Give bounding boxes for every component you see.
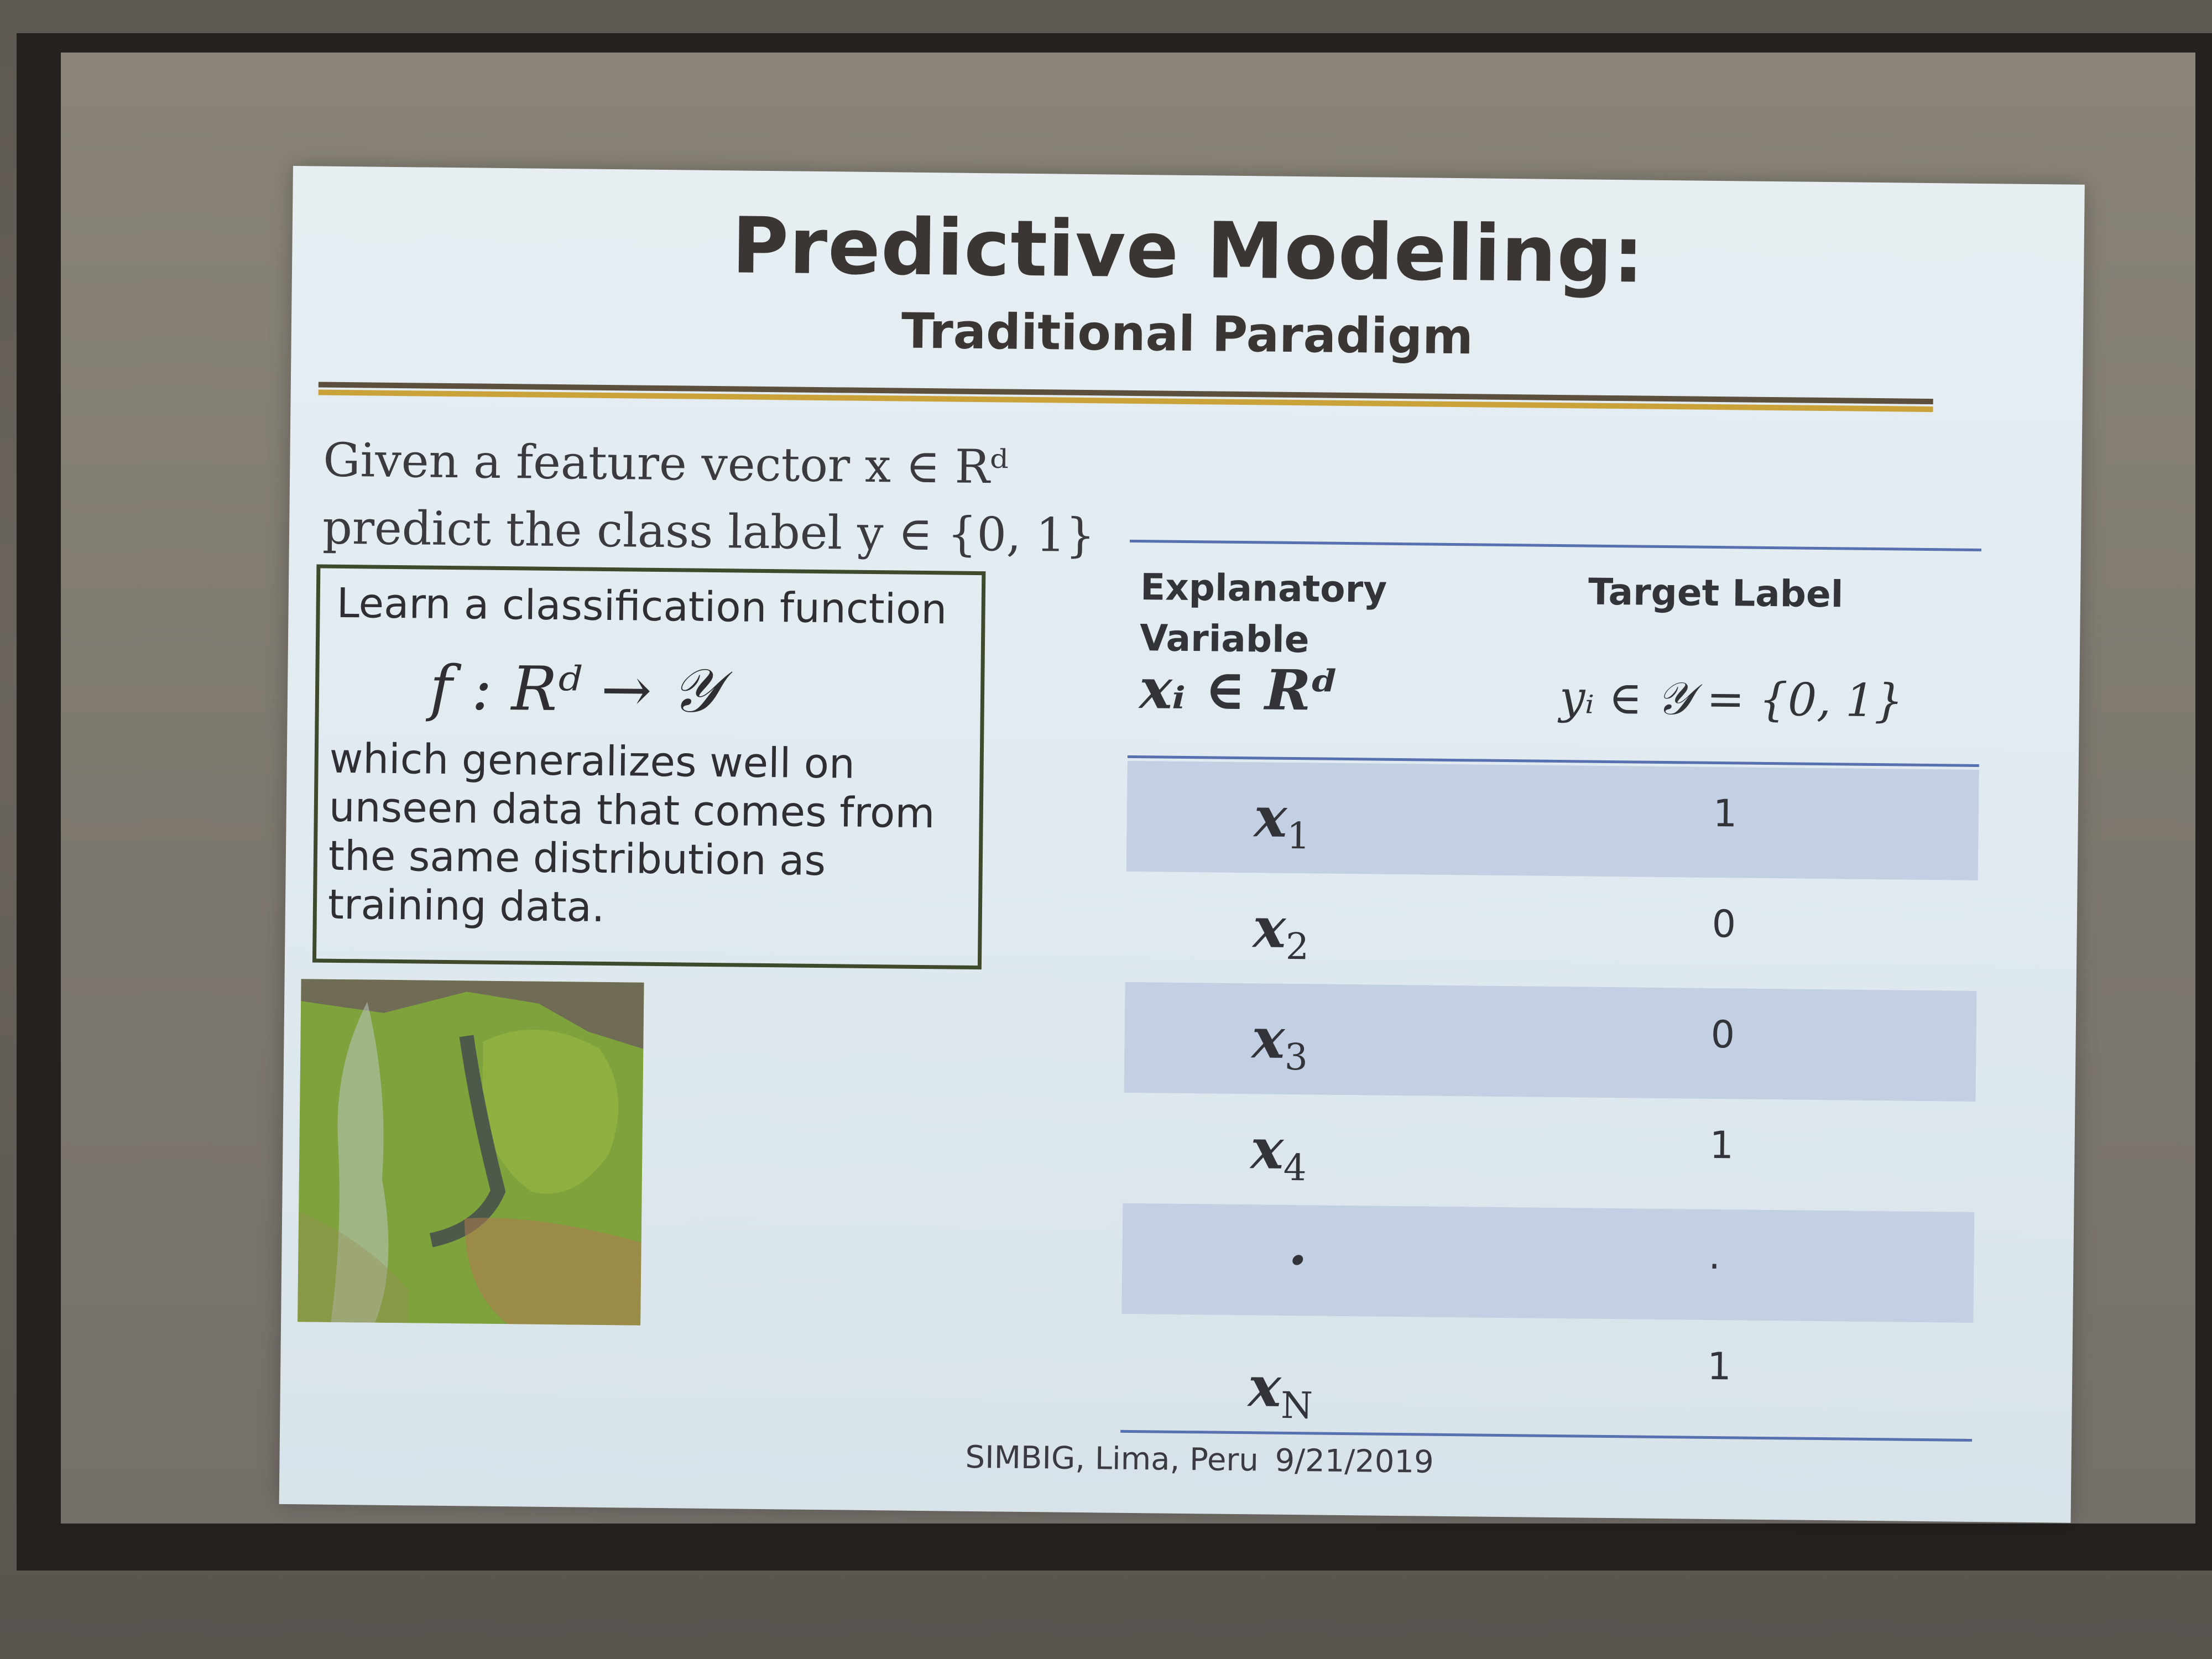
intro-text: Given a feature vector x ∈ Rᵈ predict th… [322,426,1109,570]
satellite-image-graphic [298,979,644,1326]
intro-line-1: Given a feature vector x ∈ Rᵈ [322,432,1009,494]
row-x: x2 [1253,895,1310,968]
footer-date: 9/21/2019 [1275,1442,1434,1480]
table-row: xN 1 [1120,1314,1973,1433]
row-x: x3 [1251,1005,1308,1079]
col1-header: Explanatory Variable [1140,562,1387,666]
function-formula: f : Rᵈ → 𝒴 [429,652,719,727]
table-row: x2 0 [1125,872,1978,991]
row-y: . [1708,1234,1721,1279]
row-x: xN [1248,1354,1313,1427]
slide-title: Predictive Modeling: [731,201,1645,301]
row-x: x1 [1254,784,1311,858]
table-row: x1 1 [1126,760,1979,880]
satellite-image [298,979,644,1326]
intro-line-2: predict the class label y ∈ {0, 1} [322,500,1095,563]
col2-header: Target Label [1588,570,1844,616]
footer-venue: SIMBIG, Lima, Peru [965,1439,1259,1479]
row-x: x4 [1250,1116,1307,1190]
row-y: 1 [1707,1344,1732,1389]
table-top-rule [1129,539,1981,552]
table-row: x4 1 [1123,1093,1975,1212]
slide-subtitle: Traditional Paradigm [901,302,1474,366]
definition-heading: Learn a classification function [336,579,947,634]
presentation-slide: Predictive Modeling: Traditional Paradig… [279,166,2085,1523]
data-table: Explanatory Variable Target Label xᵢ ∈ R… [1109,529,1987,1478]
col1-header-line1: Explanatory [1140,566,1387,611]
row-y: 1 [1713,791,1738,836]
row-y: 0 [1710,1013,1735,1057]
row-y: 1 [1709,1123,1734,1168]
table-row: x3 0 [1124,982,1977,1102]
row-y: 0 [1712,902,1736,947]
definition-box: Learn a classification function f : Rᵈ →… [312,564,986,970]
col1-math: xᵢ ∈ Rᵈ [1139,656,1339,723]
row-x: · [1287,1227,1308,1293]
col2-math: yᵢ ∈ 𝒴 = {0, 1} [1559,671,1904,728]
definition-text: which generalizes well on unseen data th… [327,734,935,931]
table-row: · . [1121,1203,1975,1323]
